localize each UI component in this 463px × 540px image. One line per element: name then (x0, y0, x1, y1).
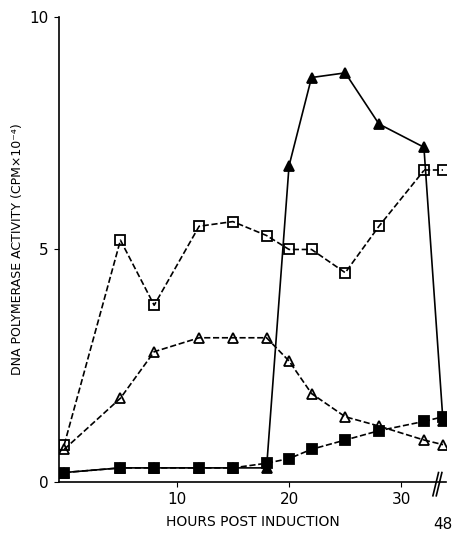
X-axis label: HOURS POST INDUCTION: HOURS POST INDUCTION (165, 515, 338, 529)
Y-axis label: DNA POLYMERASE ACTIVITY (CPM×10⁻⁴): DNA POLYMERASE ACTIVITY (CPM×10⁻⁴) (11, 124, 24, 375)
Text: 48: 48 (432, 517, 452, 532)
